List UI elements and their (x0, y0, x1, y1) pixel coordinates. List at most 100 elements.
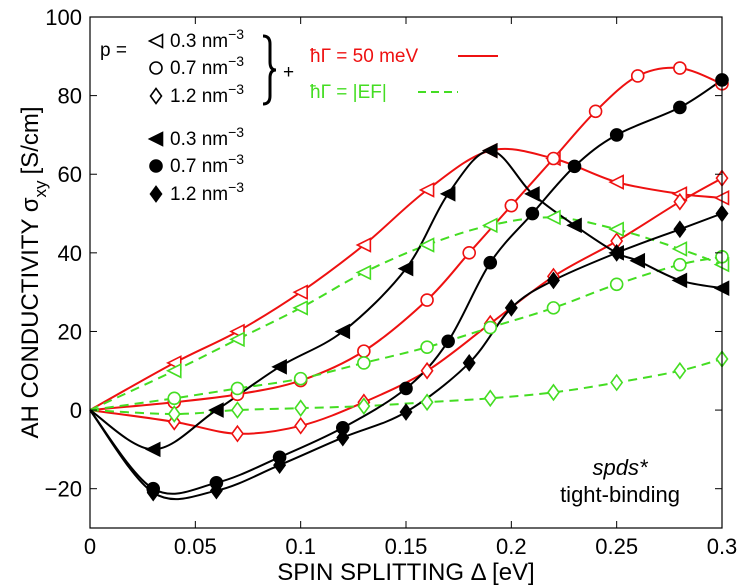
series-line-4 (89, 255, 723, 412)
marker-layer (144, 61, 730, 502)
data-point (609, 277, 624, 292)
y-tick-label: 60 (58, 162, 82, 187)
data-point (462, 354, 476, 372)
data-point (483, 320, 498, 335)
data-point (546, 151, 561, 166)
tick-layer: 0 0.05 0.1 0.15 0.2 0.25 0.3 −20 0 20 40 60 80 100 (45, 5, 738, 559)
data-point (483, 389, 497, 408)
data-point (671, 241, 688, 257)
data-point (588, 104, 603, 119)
data-point (208, 402, 224, 418)
data-point (481, 142, 498, 159)
data-point (292, 300, 308, 316)
data-point (230, 401, 244, 419)
data-point (546, 271, 560, 290)
data-point (167, 391, 182, 406)
data-point (504, 198, 519, 213)
data-point (673, 192, 687, 211)
x-tick-label: 0.3 (707, 534, 738, 559)
data-point (271, 359, 287, 375)
data-point (336, 428, 350, 447)
data-point (462, 246, 477, 260)
data-point (546, 383, 560, 402)
y-tick-label: 20 (58, 319, 82, 344)
legend-plus: + (283, 62, 294, 83)
series-line-1 (89, 66, 723, 412)
legend: p = 0.3 nm−30.7 nm−31.2 nm−30.3 nm−30.7 … (100, 26, 498, 205)
data-point (524, 186, 540, 202)
data-point (439, 186, 456, 202)
legend-broadening-dashed-label: ħΓ = |EF| (310, 82, 387, 103)
legend-broadening-solid-label: ħΓ = 50 meV (310, 46, 418, 67)
data-point (609, 128, 624, 142)
data-point (230, 381, 245, 396)
legend-marker-circle-filled (149, 159, 163, 173)
annotation-tight-binding: tight-binding (560, 482, 680, 507)
data-point (420, 293, 434, 307)
data-point (608, 174, 624, 190)
data-point (671, 272, 688, 289)
legend-entry-label: 1.2 nm−3 (170, 81, 244, 107)
data-point (357, 356, 371, 370)
series-line-2 (89, 177, 723, 435)
data-point (629, 252, 646, 269)
data-point (673, 257, 687, 272)
data-point (483, 255, 498, 270)
data-point (566, 217, 582, 234)
legend-p-label: p = (100, 40, 127, 61)
data-point (418, 182, 435, 198)
legend-entry-label: 1.2 nm−3 (170, 179, 244, 205)
legend-marker-diamond-open (149, 87, 163, 105)
y-tick-label: 0 (70, 398, 82, 423)
x-tick-label: 0.15 (385, 534, 428, 559)
data-point (420, 393, 434, 412)
data-point (504, 299, 518, 317)
legend-entry-label: 0.3 nm−3 (170, 124, 244, 150)
data-point (292, 284, 308, 300)
data-point (273, 456, 287, 474)
data-point (357, 344, 371, 358)
data-point (441, 334, 455, 349)
data-point (420, 361, 434, 380)
series-line-3 (89, 216, 723, 412)
data-point (418, 237, 435, 253)
data-point (357, 397, 371, 415)
legend-entry-label: 0.3 nm−3 (170, 26, 244, 52)
data-point (610, 373, 624, 392)
legend-entry-label: 0.7 nm−3 (170, 151, 244, 177)
data-point (209, 481, 223, 500)
data-point (610, 243, 624, 262)
y-tick-label: 40 (58, 241, 82, 266)
data-point (293, 371, 308, 386)
x-tick-label: 0.05 (174, 534, 217, 559)
legend-marker-triangle-left-open (147, 33, 164, 49)
data-point (399, 381, 413, 396)
legend-brace (262, 34, 277, 106)
legend-marker-triangle-left-filled (147, 131, 164, 147)
legend-marker-circle-open (149, 61, 163, 75)
data-point (630, 69, 645, 83)
data-point (294, 399, 308, 417)
data-point (673, 61, 687, 75)
data-point (294, 416, 308, 435)
data-point (546, 301, 561, 315)
data-point (146, 483, 160, 502)
y-tick-label: −20 (45, 477, 82, 502)
legend-marker-diamond-filled (149, 185, 163, 203)
y-tick-label: 80 (58, 84, 82, 109)
y-tick-label: 100 (45, 5, 82, 30)
data-point (420, 340, 434, 354)
x-tick-label: 0.2 (496, 534, 527, 559)
x-tick-label: 0.1 (285, 534, 316, 559)
data-point (230, 424, 244, 443)
data-point (481, 217, 498, 234)
data-point (673, 361, 687, 380)
data-point (525, 206, 540, 221)
data-point (334, 323, 351, 340)
legend-entries: 0.3 nm−30.7 nm−31.2 nm−30.3 nm−30.7 nm−3… (147, 26, 244, 205)
data-point (567, 159, 582, 174)
data-point (167, 405, 181, 423)
data-point (355, 264, 372, 281)
legend-entry-label: 0.7 nm−3 (170, 53, 244, 79)
